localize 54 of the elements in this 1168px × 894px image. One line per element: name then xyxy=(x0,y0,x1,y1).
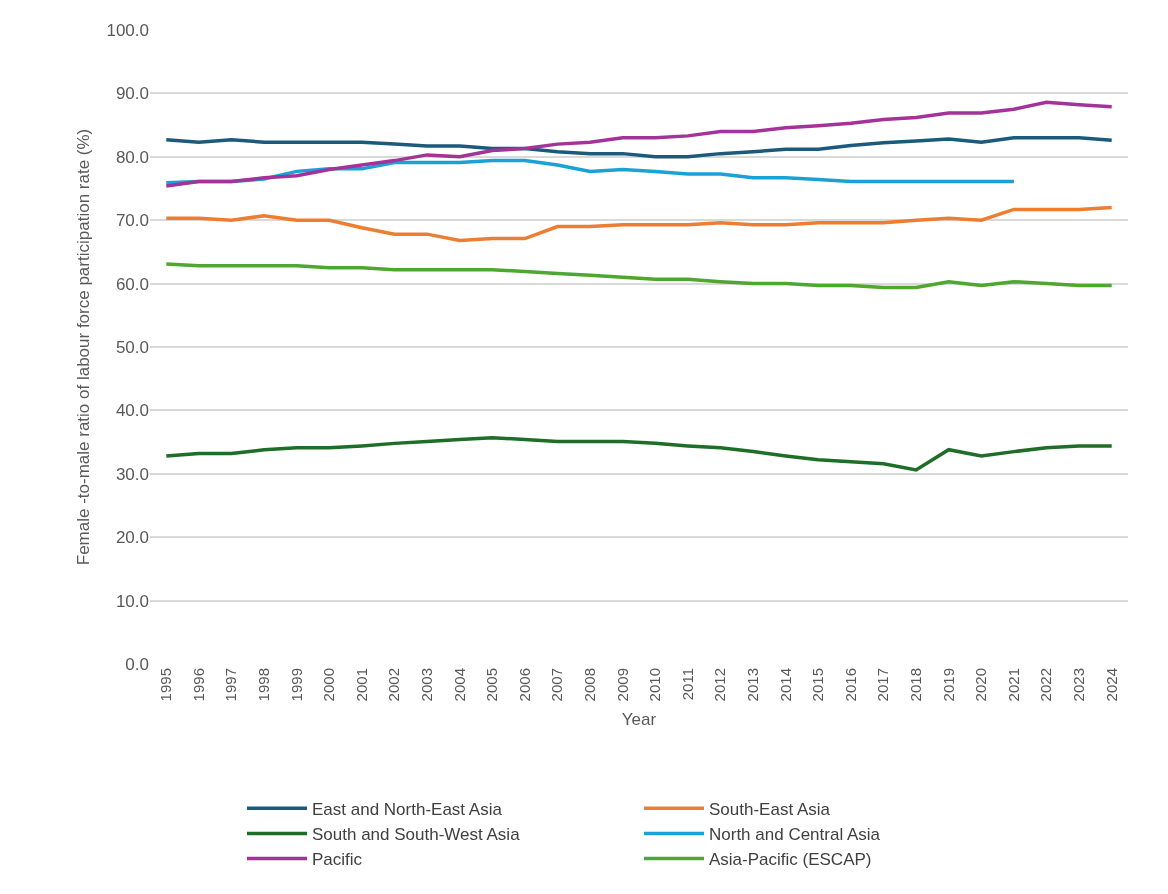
y-axis-title: Female -to-male ratio of labour force participation rate (%) xyxy=(74,128,93,566)
y-tick-label: 20.0 xyxy=(115,528,149,548)
x-tick-label: 2024 xyxy=(1102,668,1120,702)
y-tick-label: 60.0 xyxy=(115,274,149,294)
y-tick-label: 0.0 xyxy=(125,654,149,674)
line-series xyxy=(164,100,1114,188)
x-tick-label: 2020 xyxy=(972,668,990,702)
x-tick-label: 2023 xyxy=(1069,668,1087,702)
y-tick-label: 100.0 xyxy=(106,20,149,40)
x-tick-label: 2010 xyxy=(646,668,664,702)
line-series xyxy=(164,136,1114,159)
x-axis-title: Year xyxy=(621,710,657,729)
legend-label: Pacific xyxy=(312,850,363,870)
x-tick-label: 2006 xyxy=(515,668,533,702)
x-tick-label: 2014 xyxy=(776,668,794,702)
x-tick-label: 2011 xyxy=(678,668,696,701)
legend-label: South and South-West Asia xyxy=(312,825,521,845)
y-tick-label: 90.0 xyxy=(115,84,149,104)
legend-label: South-East Asia xyxy=(709,799,831,819)
y-tick-label: 30.0 xyxy=(115,464,149,484)
x-tick-label: 2022 xyxy=(1037,668,1055,702)
x-tick-label: 1995 xyxy=(157,668,175,702)
legend-label: Asia-Pacific (ESCAP) xyxy=(709,850,872,870)
x-tick-label: 2004 xyxy=(450,668,468,702)
y-tick-label: 40.0 xyxy=(115,401,149,421)
x-tick-label: 2002 xyxy=(385,668,403,702)
x-tick-label: 2000 xyxy=(320,668,338,702)
legend-label: North and Central Asia xyxy=(709,825,881,845)
legend-label: East and North-East Asia xyxy=(312,799,503,819)
line-series xyxy=(164,205,1114,243)
y-tick-label: 50.0 xyxy=(115,337,149,357)
x-tick-label: 1996 xyxy=(189,668,207,702)
line-series xyxy=(164,435,1114,472)
x-tick-label: 2009 xyxy=(613,668,631,702)
y-tick-label: 80.0 xyxy=(115,147,149,167)
x-tick-label: 2005 xyxy=(483,668,501,702)
x-tick-label: 2012 xyxy=(711,668,729,702)
y-tick-label: 10.0 xyxy=(115,591,149,611)
x-tick-label: 2021 xyxy=(1004,668,1022,702)
x-tick-label: 2016 xyxy=(841,668,859,702)
x-tick-label: 2007 xyxy=(548,668,566,702)
x-tick-label: 2017 xyxy=(874,668,892,702)
x-tick-label: 2018 xyxy=(906,668,924,702)
x-tick-label: 2003 xyxy=(417,668,435,702)
x-tick-label: 1997 xyxy=(222,668,240,702)
y-tick-label: 70.0 xyxy=(115,211,149,231)
x-tick-label: 1999 xyxy=(287,668,305,702)
x-tick-label: 2015 xyxy=(809,668,827,702)
line-series xyxy=(164,262,1114,290)
x-tick-label: 2001 xyxy=(352,668,370,702)
x-tick-label: 2019 xyxy=(939,668,957,702)
x-tick-label: 2013 xyxy=(743,668,761,702)
x-tick-label: 1998 xyxy=(254,668,272,702)
x-tick-label: 2008 xyxy=(580,668,598,702)
